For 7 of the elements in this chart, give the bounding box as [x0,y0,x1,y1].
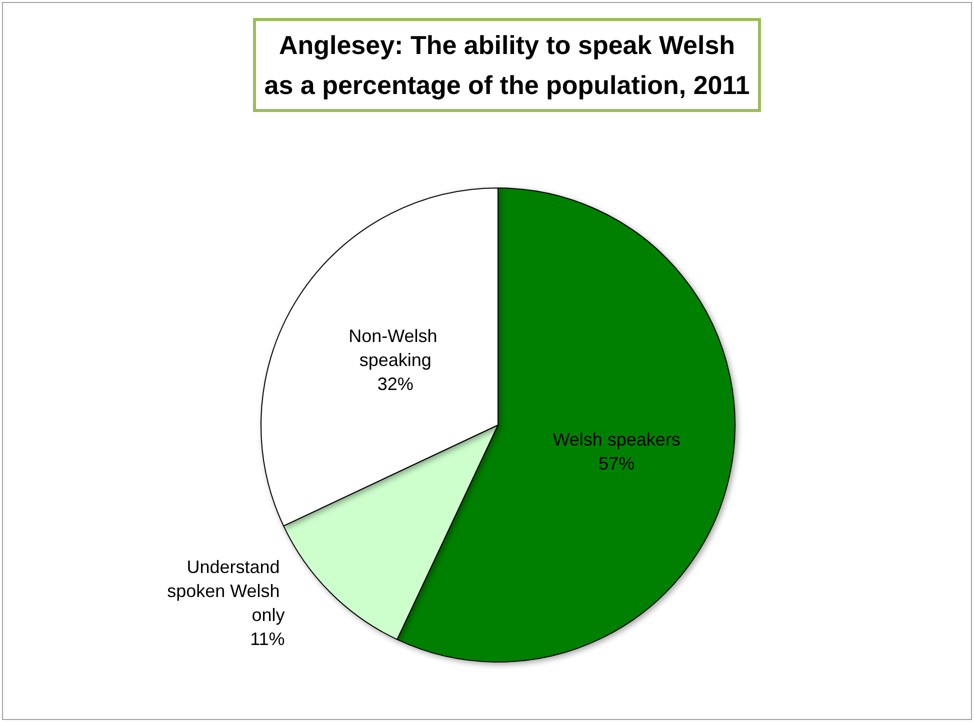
data-label: 11% [250,629,285,650]
chart-title: Anglesey: The ability to speak Welsh as a percentage of the population, 2011 [253,18,761,112]
slice-label: Non-Welsh speaking [348,326,442,370]
slice-label: Welsh speakers [552,430,680,450]
data-label: 32% [377,374,414,394]
data-label: 57% [598,454,635,474]
slice-label: Understand spoken Welsh only [167,557,285,626]
